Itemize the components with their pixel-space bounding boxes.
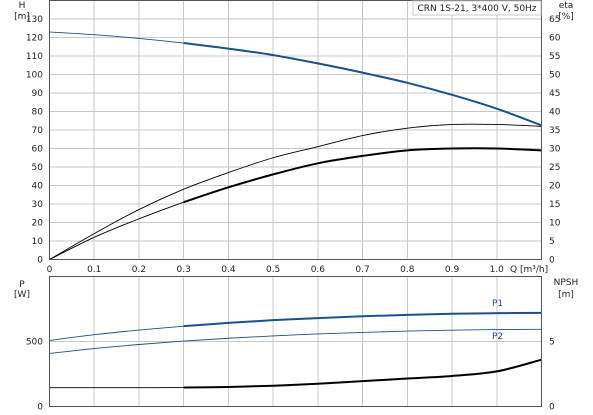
bottom-left-axis-unit: [W] bbox=[14, 290, 30, 300]
top-left-tick-label: 70 bbox=[32, 126, 44, 136]
top-left-tick-label: 130 bbox=[26, 15, 43, 25]
bottom-left-tick-label: 500 bbox=[26, 338, 43, 348]
top-left-tick-label: 120 bbox=[26, 34, 43, 44]
top-right-tick-label: 30 bbox=[549, 145, 561, 155]
legend-p1: P1 bbox=[492, 299, 503, 309]
bottom-chart-frame bbox=[49, 276, 542, 407]
p2-curve bbox=[49, 328, 542, 354]
p1-curve bbox=[49, 312, 542, 341]
x-tick-label: 0.6 bbox=[311, 265, 326, 275]
top-chart-grid bbox=[49, 0, 542, 260]
npsh-operating-range bbox=[183, 358, 542, 389]
x-tick-label: 0.5 bbox=[266, 265, 280, 275]
x-tick-label: 0.7 bbox=[355, 265, 369, 275]
top-right-axis-name: eta bbox=[559, 1, 574, 11]
top-left-tick-label: 100 bbox=[26, 71, 43, 81]
tick-labels-layer: 0 0.1 0.2 0.3 0.4 0.5 0.6 0.7 0.8 0.9 1.00 010 520 10… bbox=[26, 15, 561, 413]
x-tick-label: 0.1 bbox=[87, 265, 101, 275]
bottom-right-tick-label: 0 bbox=[549, 403, 555, 413]
bottom-left-tick-label: 0 bbox=[37, 403, 43, 413]
top-left-tick-label: 110 bbox=[26, 52, 43, 62]
top-right-tick-label: 35 bbox=[549, 126, 560, 136]
top-left-axis-name: H bbox=[19, 1, 26, 11]
x-tick-label: 0.8 bbox=[400, 265, 415, 275]
chart-title-box bbox=[412, 0, 542, 16]
top-right-tick-label: 65 bbox=[549, 15, 560, 25]
eta-thin-2-operating-range bbox=[183, 147, 542, 204]
x-tick-label: 0.3 bbox=[177, 265, 191, 275]
top-right-tick-label: 10 bbox=[549, 219, 561, 229]
eta-thin-curve bbox=[49, 123, 542, 260]
bottom-left-axis-name: P bbox=[19, 280, 25, 290]
npsh-curve bbox=[49, 359, 542, 389]
top-left-tick-label: 90 bbox=[32, 89, 44, 99]
x-tick-label: 0 bbox=[47, 265, 53, 275]
top-left-tick-label: 50 bbox=[32, 163, 44, 173]
top-right-tick-label: 50 bbox=[549, 71, 561, 81]
head-operating-range bbox=[183, 42, 542, 127]
top-left-tick-label: 10 bbox=[32, 237, 44, 247]
top-right-tick-label: 60 bbox=[549, 34, 561, 44]
top-left-tick-label: 30 bbox=[32, 200, 44, 210]
bottom-right-tick-label: 5 bbox=[549, 338, 555, 348]
top-left-tick-label: 40 bbox=[32, 182, 44, 192]
x-axis-label: Q [m³/h] bbox=[510, 265, 548, 275]
x-tick-label: 0.2 bbox=[132, 265, 146, 275]
top-right-tick-label: 0 bbox=[549, 256, 555, 266]
top-left-tick-label: 20 bbox=[32, 219, 44, 229]
curves-layer bbox=[49, 31, 542, 389]
p1-operating-range bbox=[183, 311, 542, 328]
top-right-tick-label: 5 bbox=[549, 237, 555, 247]
legend-p2: P2 bbox=[492, 332, 503, 342]
bottom-right-axis-unit: [m] bbox=[558, 290, 574, 300]
top-right-axis-unit: [%] bbox=[558, 12, 574, 22]
bottom-right-axis-name: NPSH bbox=[554, 278, 579, 288]
top-left-tick-label: 0 bbox=[37, 256, 43, 266]
top-chart-frame bbox=[49, 0, 542, 260]
top-left-axis-unit: [m] bbox=[14, 12, 30, 22]
bottom-chart-grid bbox=[49, 276, 542, 407]
x-tick-label: 1.0 bbox=[490, 265, 505, 275]
top-right-tick-label: 40 bbox=[549, 108, 561, 118]
top-right-tick-label: 20 bbox=[549, 182, 561, 192]
top-right-tick-label: 55 bbox=[549, 52, 560, 62]
x-tick-label: 0.4 bbox=[221, 265, 236, 275]
top-right-tick-label: 15 bbox=[549, 200, 560, 210]
x-tick-label: 0.9 bbox=[445, 265, 460, 275]
top-left-tick-label: 80 bbox=[32, 108, 44, 118]
top-right-tick-label: 45 bbox=[549, 89, 560, 99]
chart-title: CRN 1S-21, 3*400 V, 50Hz bbox=[417, 4, 536, 14]
top-right-tick-label: 25 bbox=[549, 163, 560, 173]
top-left-tick-label: 60 bbox=[32, 145, 44, 155]
